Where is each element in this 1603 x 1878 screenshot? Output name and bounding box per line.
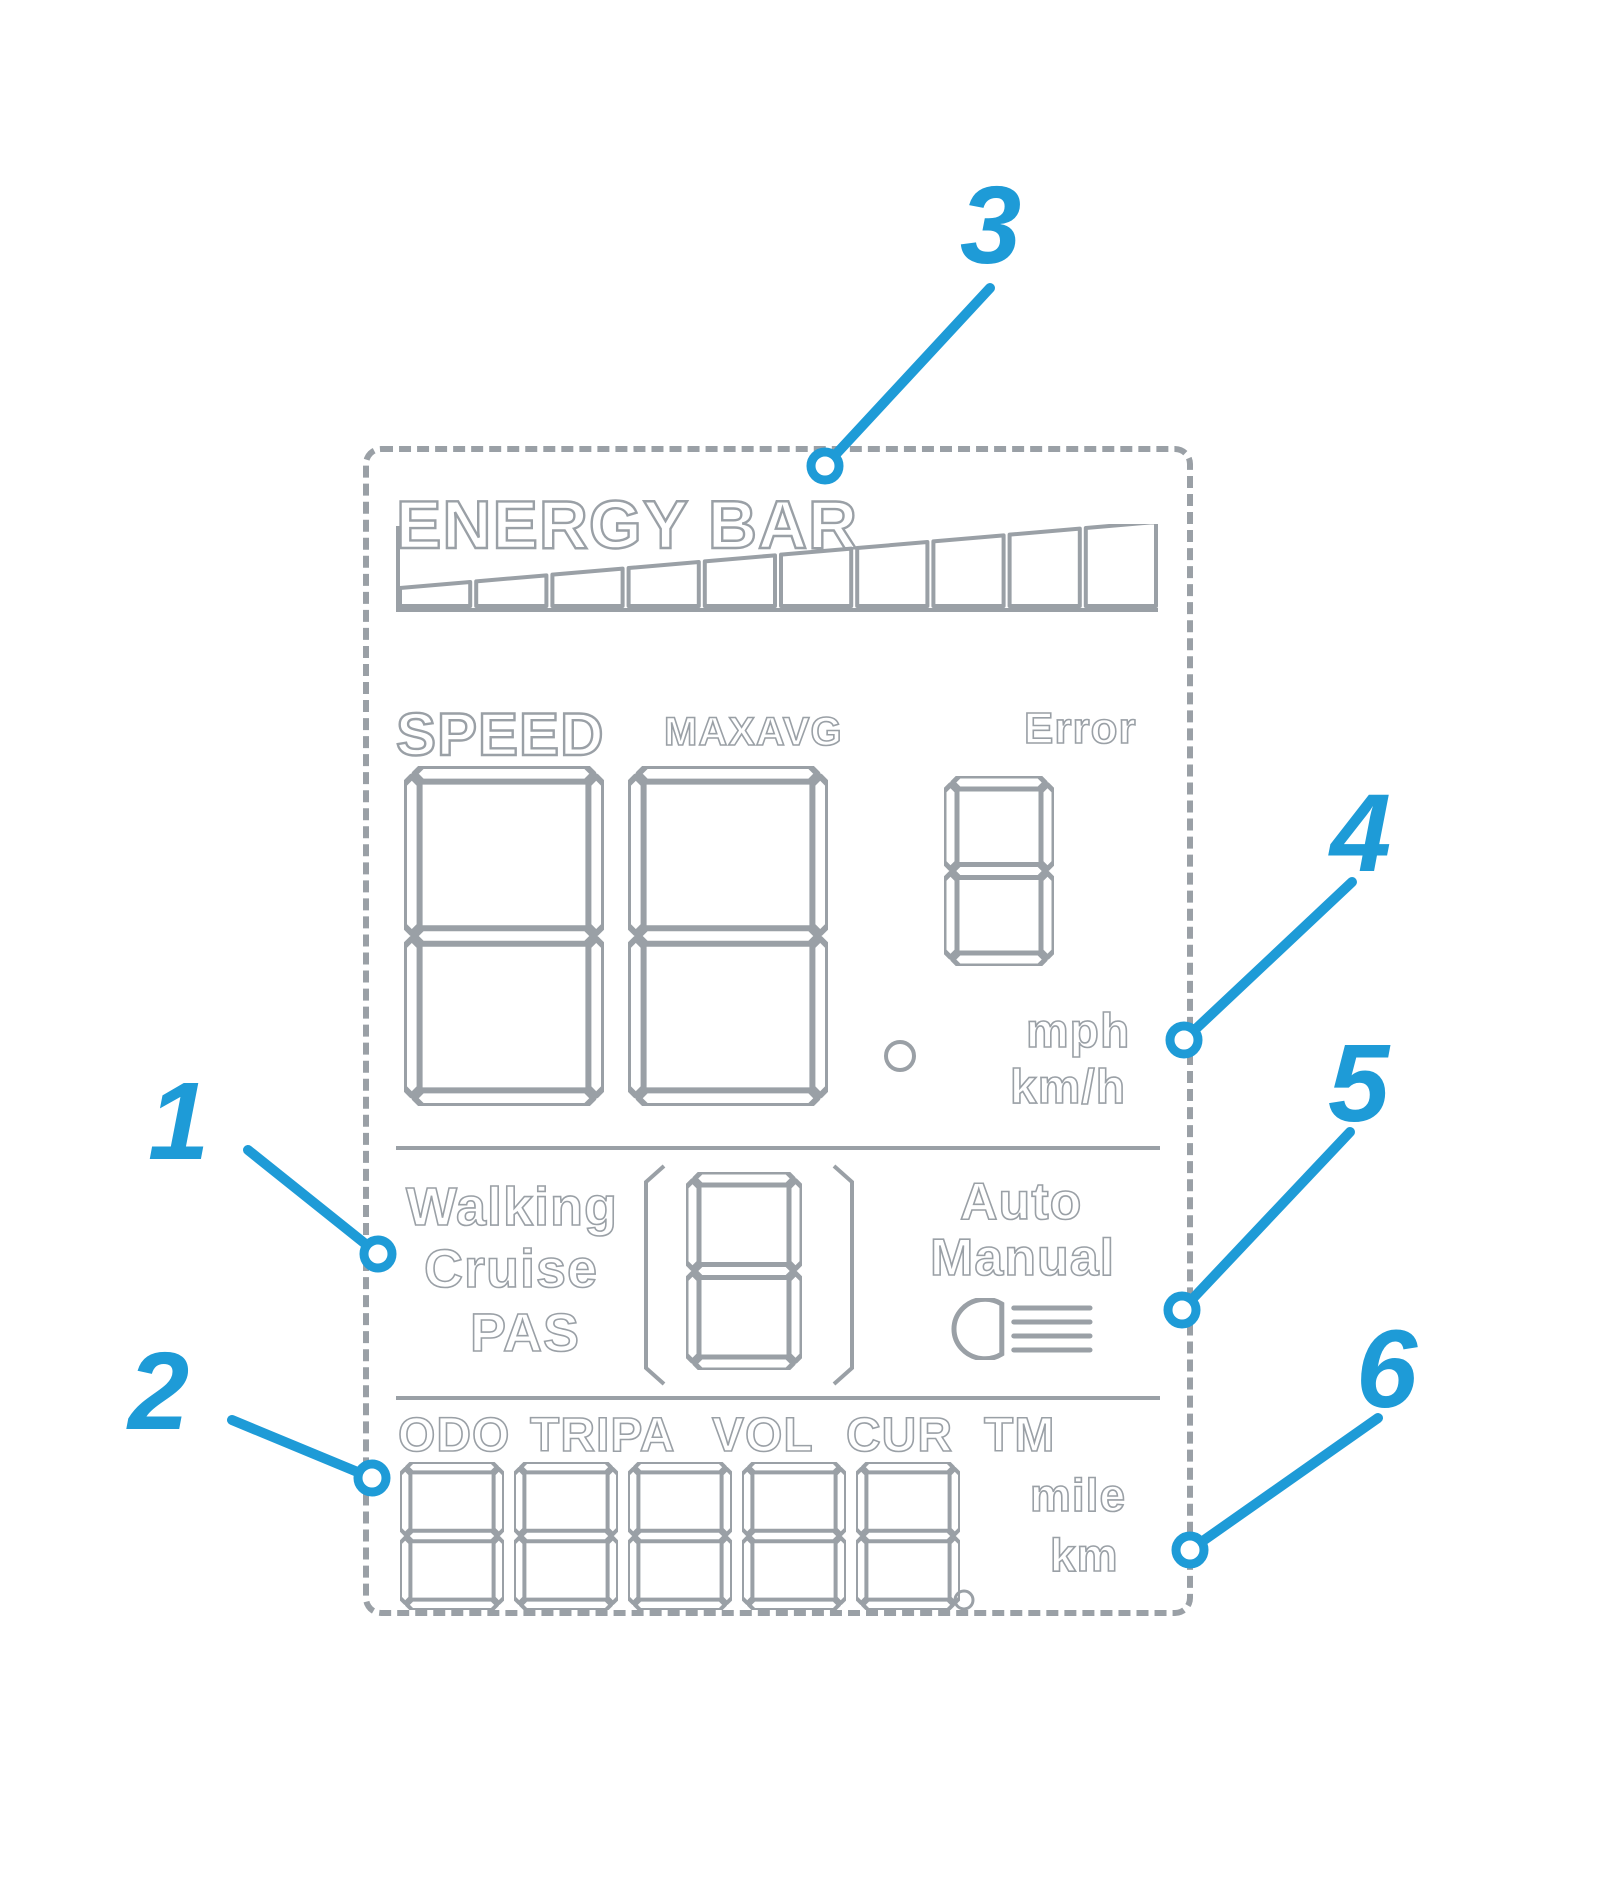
mode-pas: PAS xyxy=(470,1302,580,1364)
bottom-label-cur: CUR xyxy=(846,1408,953,1463)
headlight-icon xyxy=(946,1298,1096,1360)
bottom-label-tm: TM xyxy=(984,1408,1055,1463)
callout-line-2 xyxy=(232,1420,372,1478)
energy-bar xyxy=(396,524,1162,616)
error-label: Error xyxy=(1024,704,1137,754)
callout-number-6: 6 xyxy=(1356,1306,1415,1433)
mode-cruise: Cruise xyxy=(424,1238,598,1300)
mode-auto: Auto xyxy=(960,1172,1082,1232)
bottom-label-odo: ODO xyxy=(398,1408,510,1463)
seven-seg-digit xyxy=(856,1462,960,1610)
callout-number-3: 3 xyxy=(960,162,1019,289)
callout-number-5: 5 xyxy=(1328,1020,1387,1147)
callout-line-5 xyxy=(1182,1132,1350,1310)
mode-manual: Manual xyxy=(930,1228,1115,1288)
bottom-label-tripa: TRIPA xyxy=(530,1408,675,1463)
seven-seg-digit xyxy=(514,1462,618,1610)
callout-line-4 xyxy=(1184,882,1352,1040)
seven-seg-digit xyxy=(944,776,1054,966)
callout-line-1 xyxy=(248,1150,378,1254)
callout-number-1: 1 xyxy=(148,1058,207,1185)
seven-seg-digit xyxy=(404,766,604,1106)
maxavg-label: MAXAVG xyxy=(664,710,843,755)
callout-number-4: 4 xyxy=(1330,770,1389,897)
callout-line-6 xyxy=(1190,1418,1378,1550)
unit-mile: mile xyxy=(1030,1468,1126,1522)
odo-decimal-dot xyxy=(952,1588,976,1612)
seven-seg-digit xyxy=(686,1172,802,1370)
seven-seg-digit xyxy=(628,766,828,1106)
seven-seg-digit xyxy=(400,1462,504,1610)
unit-kmh: km/h xyxy=(1010,1060,1126,1115)
unit-mph: mph xyxy=(1026,1004,1130,1059)
callout-number-2: 2 xyxy=(128,1328,187,1455)
speed-label: SPEED xyxy=(396,700,604,769)
unit-km: km xyxy=(1050,1528,1118,1582)
speed-decimal-dot xyxy=(880,1036,920,1076)
seven-seg-digit xyxy=(628,1462,732,1610)
callout-line-3 xyxy=(825,288,990,466)
bottom-label-vol: VOL xyxy=(712,1408,814,1463)
mode-walking: Walking xyxy=(406,1176,618,1238)
seven-seg-digit xyxy=(742,1462,846,1610)
